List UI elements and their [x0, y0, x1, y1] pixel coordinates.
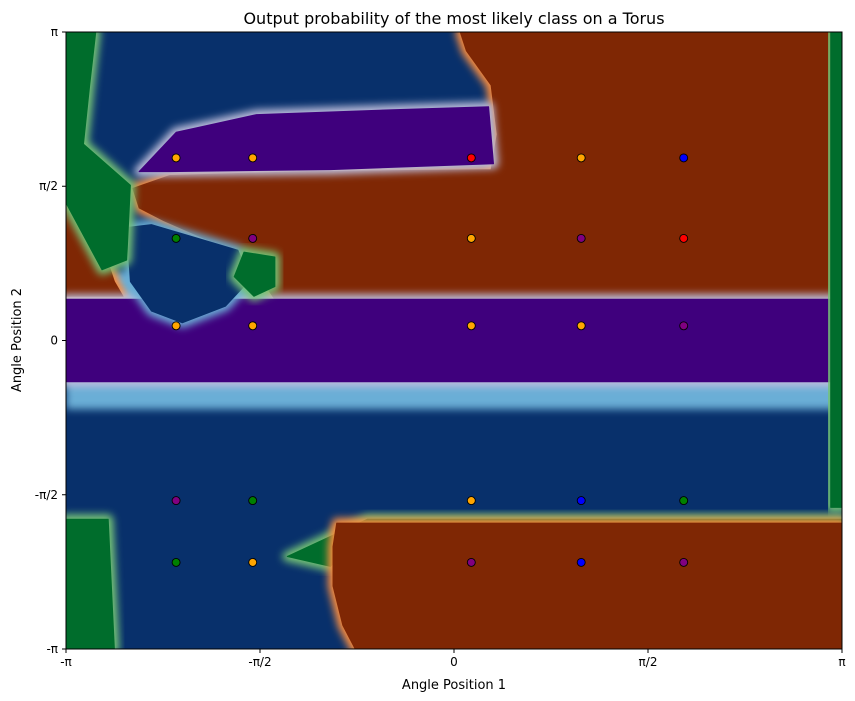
data-point-12 — [466, 321, 476, 331]
data-point-8 — [576, 233, 586, 243]
data-point-6 — [248, 233, 258, 243]
x-tick-label-4: π — [838, 655, 845, 669]
region-green-6 — [233, 251, 276, 297]
data-point-1 — [248, 153, 258, 163]
y-axis-label: Angle Position 2 — [10, 288, 25, 392]
region-purple-2 — [138, 106, 494, 173]
y-tick-label-3: π/2 — [39, 179, 58, 193]
y-tick-label-1: -π/2 — [35, 488, 58, 502]
data-point-18 — [576, 496, 586, 506]
region-purple-3 — [66, 298, 842, 383]
data-point-16 — [248, 496, 258, 506]
x-tick-label-2: 0 — [450, 655, 458, 669]
data-point-4 — [679, 153, 689, 163]
region-green-8 — [66, 518, 115, 649]
plot-area — [65, 31, 843, 650]
data-point-7 — [466, 233, 476, 243]
region-orange-10 — [332, 522, 842, 649]
data-point-5 — [171, 233, 181, 243]
x-axis-label: Angle Position 1 — [402, 678, 506, 693]
data-point-19 — [679, 496, 689, 506]
y-tick-label-2: 0 — [50, 334, 58, 348]
data-point-9 — [679, 233, 689, 243]
data-point-11 — [248, 321, 258, 331]
data-point-13 — [576, 321, 586, 331]
region-green-7 — [830, 32, 842, 508]
data-point-10 — [171, 321, 181, 331]
y-tick-label-0: -π — [46, 642, 58, 656]
data-point-21 — [248, 557, 258, 567]
x-tick-label-3: π/2 — [639, 655, 658, 669]
y-tick-label-4: π — [51, 25, 58, 39]
x-tick-label-0: -π — [60, 655, 72, 669]
data-point-14 — [679, 321, 689, 331]
region-blue-4 — [126, 224, 251, 324]
data-points — [171, 153, 689, 567]
data-point-3 — [576, 153, 586, 163]
class-regions — [66, 32, 842, 649]
chart-title: Output probability of the most likely cl… — [243, 9, 664, 28]
data-point-15 — [171, 496, 181, 506]
data-point-0 — [171, 153, 181, 163]
x-axis: -π -π/2 0 π/2 π — [60, 649, 846, 669]
data-point-22 — [466, 557, 476, 567]
data-point-23 — [576, 557, 586, 567]
data-point-2 — [466, 153, 476, 163]
data-point-24 — [679, 557, 689, 567]
x-tick-label-1: -π/2 — [248, 655, 271, 669]
data-point-17 — [466, 496, 476, 506]
region-green-5 — [66, 32, 131, 271]
y-axis: -π -π/2 0 π/2 π — [35, 25, 66, 656]
data-point-20 — [171, 557, 181, 567]
